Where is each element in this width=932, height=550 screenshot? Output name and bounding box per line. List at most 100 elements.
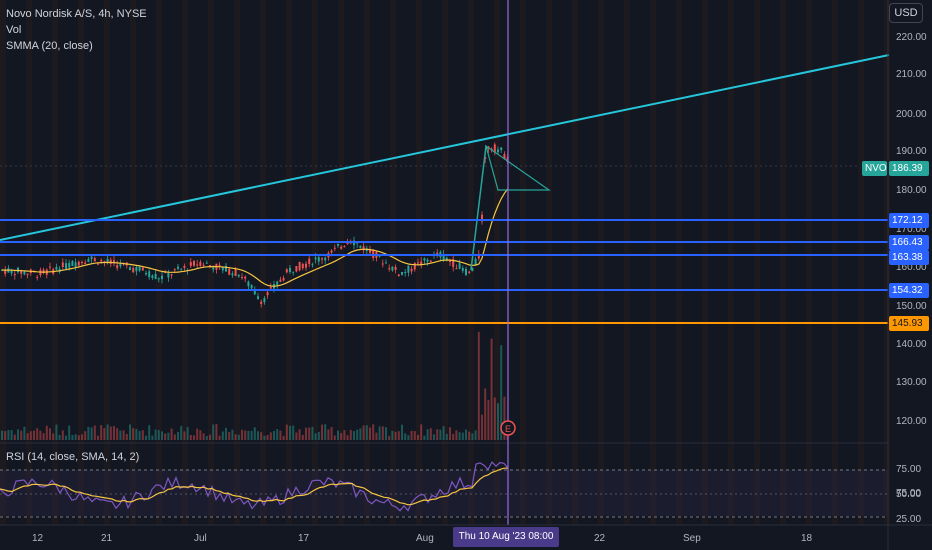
volume-bar: [132, 428, 135, 440]
volume-bar: [138, 430, 141, 440]
level-tag[interactable]: 172.12: [889, 213, 929, 228]
session-band: [234, 0, 240, 525]
rsi-legend[interactable]: RSI (14, close, SMA, 14, 2): [6, 451, 140, 463]
level-tag[interactable]: 154.32: [889, 283, 929, 298]
candle-body: [106, 258, 109, 263]
volume-bar: [189, 434, 192, 440]
level-tag[interactable]: 145.93: [889, 316, 929, 331]
volume-bar: [410, 430, 413, 440]
rsi-line: [0, 461, 509, 512]
volume-bar: [231, 429, 234, 440]
candle-body: [324, 257, 327, 261]
level-tag[interactable]: 166.43: [889, 235, 929, 250]
volume-bar: [33, 430, 35, 440]
candle-body: [141, 267, 144, 271]
candle-body: [471, 268, 474, 272]
volume-bar: [4, 431, 7, 440]
currency-button[interactable]: USD: [889, 3, 923, 23]
time-axis-label: 21: [101, 533, 113, 544]
candle-body: [55, 267, 58, 270]
candle-body: [221, 267, 224, 271]
volume-bar: [292, 425, 295, 440]
candle-body: [305, 263, 307, 268]
earnings-marker[interactable]: [500, 420, 516, 436]
volume-bar: [17, 429, 19, 440]
volume-bar: [285, 424, 288, 440]
candle-body: [173, 269, 176, 271]
candle-body: [151, 275, 154, 279]
volume-bar: [234, 434, 237, 440]
time-axis-label: 12: [32, 533, 44, 544]
candle-body: [116, 265, 119, 269]
volume-bar: [314, 433, 317, 440]
candle-body: [397, 274, 400, 276]
volume-bar: [391, 430, 394, 440]
session-band: [26, 0, 32, 525]
volume-bar: [388, 435, 391, 440]
volume-bar: [81, 434, 83, 440]
session-band: [130, 0, 136, 525]
volume-bar: [394, 431, 397, 440]
volume-bar: [356, 429, 359, 440]
volume-bar: [426, 429, 429, 440]
session-band: [520, 0, 526, 525]
session-band: [468, 0, 474, 525]
session-band: [364, 0, 370, 525]
earnings-marker-label: E: [505, 424, 511, 434]
volume-bar: [202, 433, 205, 440]
volume-bar: [228, 432, 231, 440]
candle-body: [285, 269, 288, 273]
volume-bar: [458, 432, 461, 440]
candle-body: [385, 262, 387, 264]
volume-bar: [442, 426, 445, 440]
candle-body: [266, 292, 269, 296]
candle-body: [276, 281, 279, 285]
volume-bar: [205, 435, 208, 440]
session-band: [390, 0, 396, 525]
volume-legend[interactable]: Vol: [6, 24, 22, 36]
volume-bar: [10, 430, 13, 440]
candle-body: [170, 274, 173, 276]
session-band: [572, 0, 578, 525]
volume-bar: [71, 435, 74, 440]
candle-body: [71, 260, 74, 266]
volume-bar: [90, 427, 93, 440]
trend-line[interactable]: [0, 54, 890, 241]
session-band: [832, 0, 838, 525]
candle-body: [77, 261, 80, 266]
candle-body: [234, 268, 237, 276]
candle-body: [209, 265, 211, 267]
candle-body: [308, 258, 311, 265]
price-axis-label: 130.00: [896, 377, 927, 388]
candle-body: [410, 268, 413, 272]
volume-bar: [413, 431, 416, 440]
volume-bar: [161, 431, 163, 440]
volume-bar: [119, 430, 122, 440]
candle-body: [292, 271, 295, 273]
volume-bar: [145, 435, 147, 440]
volume-bar: [353, 431, 355, 440]
volume-bar: [308, 427, 311, 440]
session-band: [52, 0, 58, 525]
volume-bar: [55, 424, 58, 440]
candle-body: [330, 250, 333, 253]
candle-body: [429, 260, 432, 262]
candle-body: [461, 268, 464, 271]
candle-body: [423, 258, 426, 261]
symbol-legend[interactable]: Novo Nordisk A/S, 4h, NYSE: [6, 8, 147, 20]
volume-bar: [253, 427, 256, 440]
level-tag[interactable]: 163.38: [889, 250, 929, 265]
candle-body: [154, 273, 157, 280]
volume-bar: [164, 433, 167, 440]
volume-bar: [39, 430, 42, 440]
volume-bar: [503, 396, 506, 440]
smma-legend[interactable]: SMMA (20, close): [6, 40, 93, 52]
candle-body: [253, 289, 256, 295]
volume-bar: [29, 431, 32, 440]
triangle-drawing[interactable]: [484, 144, 551, 191]
candle-body: [455, 268, 458, 270]
volume-bar: [52, 433, 55, 440]
candle-body: [196, 264, 199, 266]
last-price-tag: 186.39: [889, 161, 929, 176]
